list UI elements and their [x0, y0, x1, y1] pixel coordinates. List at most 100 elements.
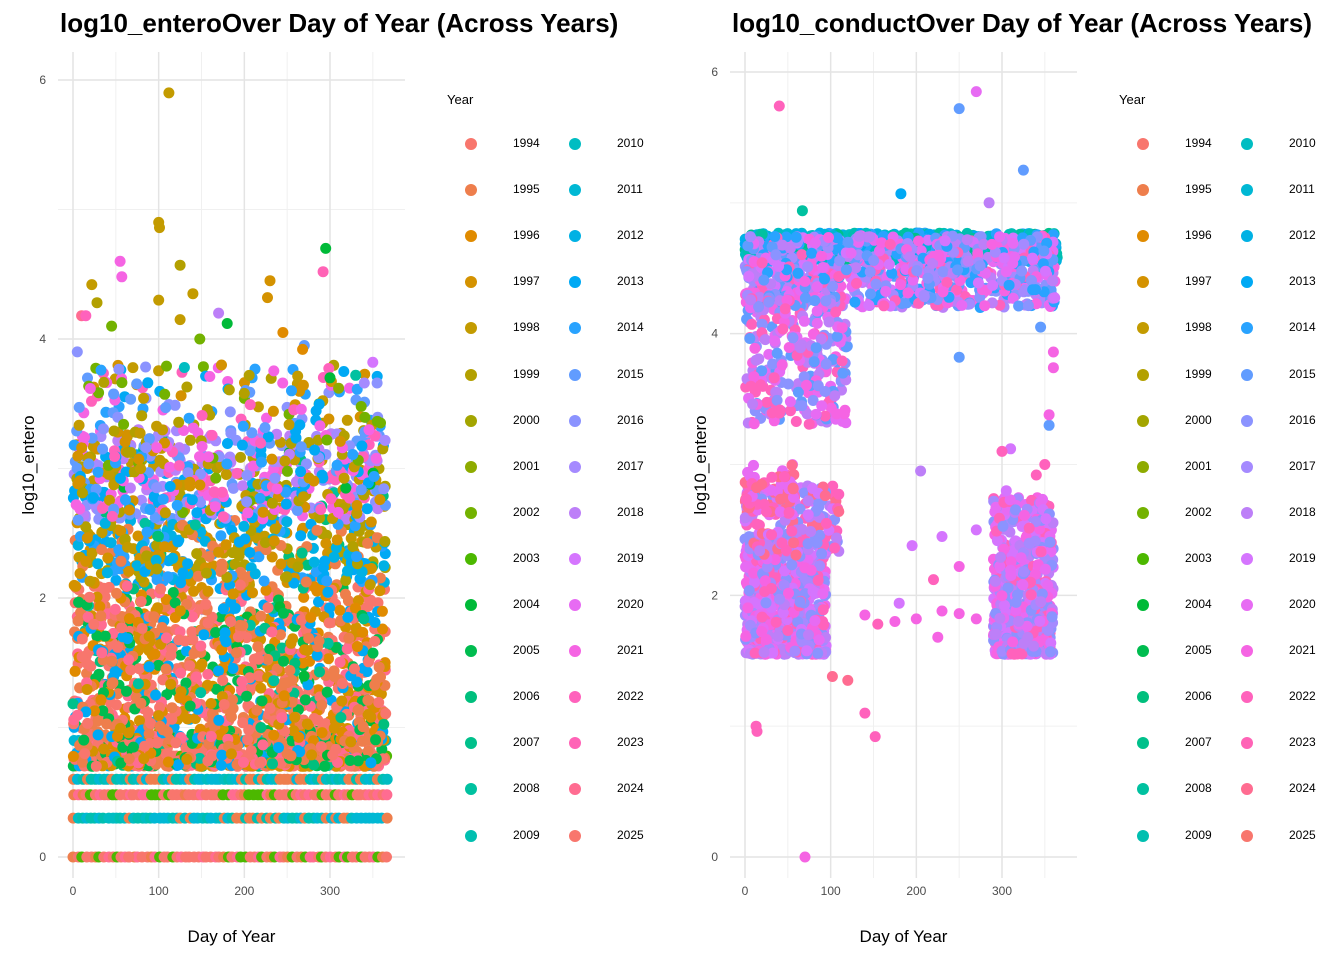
data-point: [133, 663, 145, 675]
data-point: [355, 401, 367, 412]
data-point: [92, 729, 104, 741]
data-point: [215, 530, 227, 542]
data-point: [202, 679, 213, 691]
data-point: [106, 510, 118, 522]
y-tick-label: 2: [39, 591, 46, 605]
data-point: [99, 517, 111, 529]
data-point: [92, 715, 104, 727]
data-point-2019: [367, 356, 379, 368]
data-point: [316, 727, 328, 739]
data-point: [347, 449, 359, 460]
legend-swatch: [465, 184, 477, 197]
data-point: [195, 468, 206, 480]
data-point: [367, 647, 379, 659]
data-point: [154, 454, 166, 466]
data-point: [119, 436, 131, 448]
data-point: [378, 718, 390, 730]
data-point: [184, 660, 196, 672]
data-point: [321, 434, 333, 446]
data-point: [297, 657, 309, 669]
data-point: [183, 412, 195, 424]
data-point: [131, 560, 143, 572]
data-point: [125, 393, 137, 405]
data-point: [123, 727, 134, 739]
data-point: [94, 601, 106, 612]
data-point: [345, 736, 357, 748]
data-point: [82, 717, 94, 729]
data-point: [337, 678, 348, 689]
y-tick-label: 6: [711, 65, 718, 79]
data-point: [106, 655, 118, 667]
legend-label: 2002: [513, 504, 540, 519]
data-point: [365, 563, 377, 574]
data-point-2016: [71, 346, 83, 358]
data-point: [350, 602, 361, 614]
data-point: [278, 655, 289, 667]
data-point: [244, 399, 256, 411]
data-point: [202, 668, 214, 680]
legend-swatch: [569, 506, 581, 519]
data-point: [190, 671, 202, 683]
data-point: [167, 552, 179, 564]
data-point: [276, 712, 288, 724]
data-point: [76, 633, 88, 645]
data-point: [313, 635, 325, 647]
data-point: [216, 359, 227, 371]
data-point: [186, 494, 198, 506]
legend-swatch: [569, 645, 581, 658]
data-point: [96, 647, 108, 659]
legend-swatch: [569, 322, 581, 335]
data-point: [187, 634, 199, 645]
data-point: [351, 641, 363, 652]
x-tick-label: 0: [742, 884, 749, 898]
data-point: [115, 525, 127, 537]
data-point: [180, 677, 192, 689]
data-point: [79, 431, 90, 443]
data-point: [345, 532, 357, 544]
data-point: [349, 520, 361, 532]
legend-label: 2008: [513, 781, 540, 796]
data-point: [161, 360, 172, 372]
data-point: [70, 580, 82, 592]
data-point: [340, 482, 352, 494]
data-point: [280, 486, 292, 498]
data-point: [314, 420, 326, 432]
legend-swatch: [569, 276, 581, 289]
data-point: [225, 711, 237, 723]
data-point: [295, 466, 307, 478]
data-point: [78, 734, 90, 746]
data-point: [143, 433, 155, 445]
data-point: [359, 368, 371, 380]
legend-swatch: [465, 737, 477, 750]
data-point: [116, 377, 128, 389]
data-point: [254, 757, 266, 769]
data-point: [172, 536, 184, 548]
data-point: [247, 460, 259, 472]
data-point: [184, 700, 196, 712]
data-point: [365, 516, 377, 528]
data-point: [320, 537, 332, 549]
legend-label: 2009: [513, 827, 540, 842]
data-point-1997: [262, 292, 273, 304]
legend-swatch: [569, 599, 581, 611]
data-point: [252, 641, 264, 653]
data-point: [142, 707, 154, 718]
data-point: [175, 667, 187, 679]
data-point: [139, 740, 151, 752]
data-point: [123, 753, 135, 765]
y-tick-label: 6: [39, 73, 46, 87]
data-point: [322, 586, 334, 598]
data-point: [243, 369, 255, 381]
data-point: [110, 574, 122, 586]
data-point: [67, 751, 79, 762]
data-point: [253, 670, 265, 682]
legend-label: 2006: [513, 689, 540, 704]
data-point: [194, 451, 205, 463]
data-point: [257, 506, 269, 518]
data-point: [164, 461, 176, 473]
data-point: [329, 671, 341, 683]
data-point: [268, 675, 280, 687]
data-point: [220, 539, 232, 551]
data-point: [220, 636, 232, 648]
data-point-1999: [238, 387, 250, 399]
